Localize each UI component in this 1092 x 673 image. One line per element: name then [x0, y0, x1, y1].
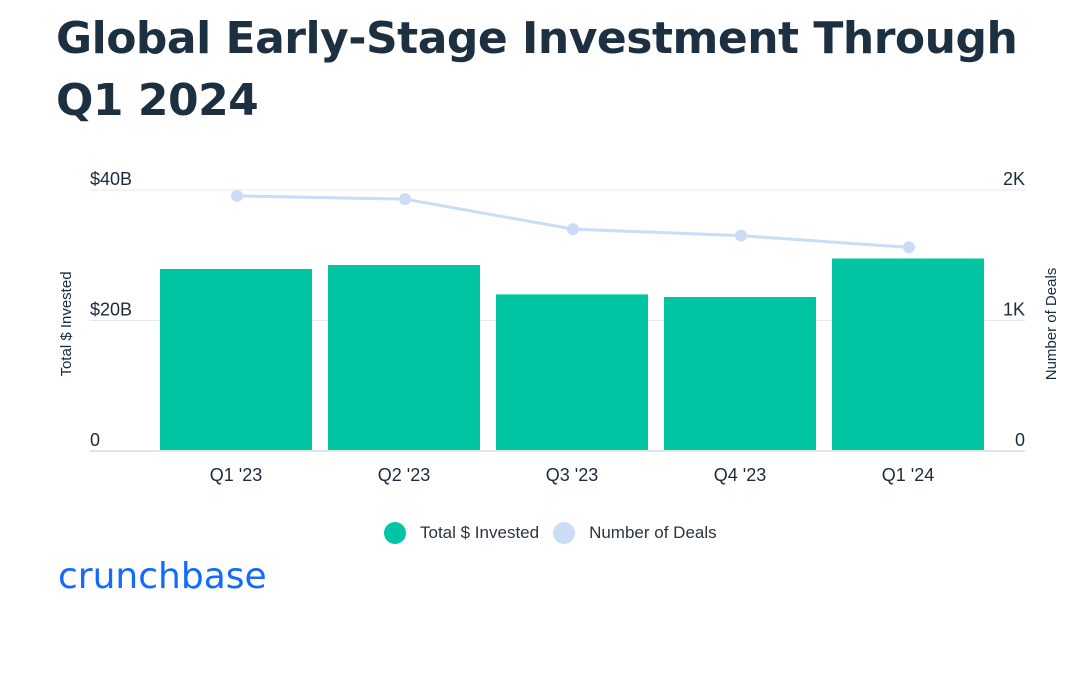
y-tick-label: 0 — [90, 430, 100, 450]
legend-item-number-of-deals[interactable]: Number of Deals — [553, 522, 717, 544]
y-axis-title: Total $ Invested — [58, 271, 75, 376]
y-tick-label: $20B — [90, 300, 132, 320]
legend-swatch-total-invested — [384, 522, 406, 544]
bar — [832, 258, 984, 450]
chart-title: Global Early-Stage Investment Through Q1… — [56, 13, 1018, 126]
deals-point — [735, 229, 747, 242]
x-tick-label: Q1 '23 — [210, 465, 262, 485]
y2-tick-label: 2K — [1003, 169, 1025, 189]
deals-point — [231, 189, 243, 202]
y2-tick-label: 1K — [1003, 300, 1025, 320]
x-tick-label: Q1 '24 — [882, 465, 934, 485]
legend-item-total-invested[interactable]: Total $ Invested — [384, 522, 539, 544]
x-tick-label: Q3 '23 — [546, 465, 598, 485]
deals-line — [236, 194, 910, 249]
y2-tick-label: 0 — [1015, 430, 1025, 450]
x-tick-label: Q2 '23 — [378, 465, 430, 485]
crunchbase-logo: crunchbase — [58, 556, 267, 597]
deals-point — [399, 193, 411, 206]
legend-label-total-invested: Total $ Invested — [420, 523, 540, 542]
legend: Total $ Invested Number of Deals — [384, 520, 731, 546]
y2-axis-title: Number of Deals — [1043, 268, 1060, 381]
x-tick-label: Q4 '23 — [714, 465, 766, 485]
bar — [160, 268, 312, 450]
deals-point — [567, 223, 579, 236]
deals-point — [903, 241, 915, 254]
legend-label-number-of-deals: Number of Deals — [589, 523, 717, 542]
bar — [328, 265, 480, 450]
bar — [496, 294, 648, 450]
chart-area: 0 0 $20B 1K $40B 2K Total $ Invested Number of … — [58, 169, 1060, 485]
bar — [664, 297, 816, 450]
y-tick-label: $40B — [90, 169, 132, 189]
legend-swatch-number-of-deals — [553, 522, 576, 544]
